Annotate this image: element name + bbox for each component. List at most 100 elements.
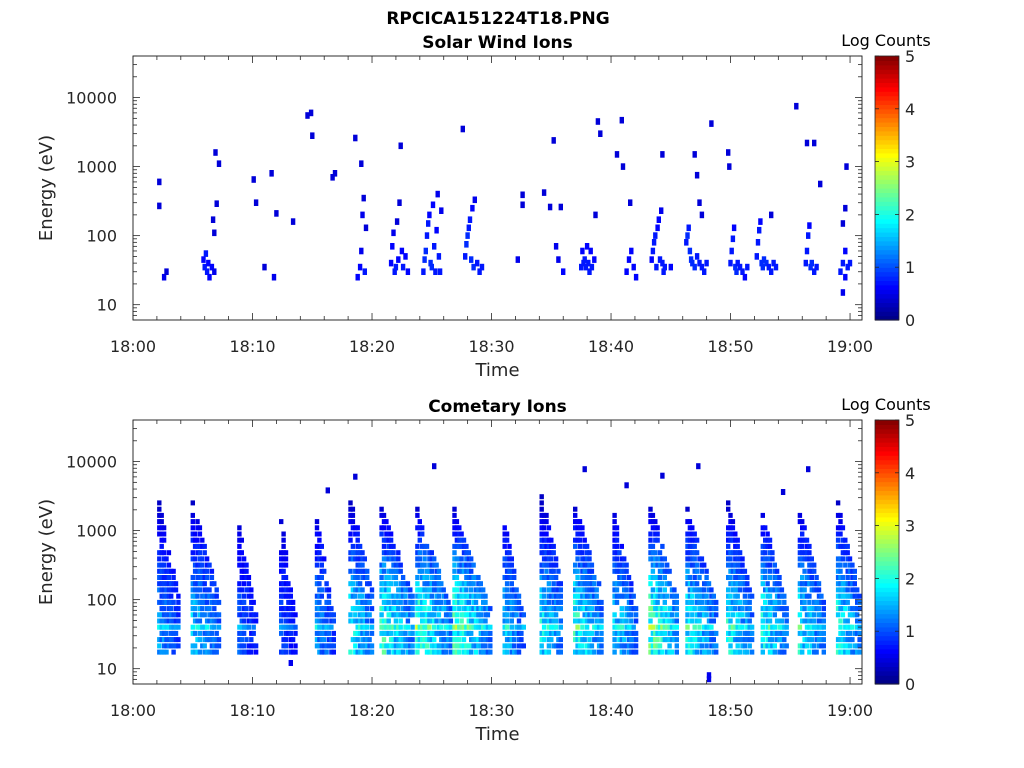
- data-cell: [541, 649, 547, 655]
- data-cell: [782, 649, 787, 655]
- data-cell: [539, 525, 544, 531]
- data-cell: [466, 599, 471, 605]
- data-cell: [200, 543, 205, 549]
- data-cell: [580, 581, 585, 587]
- data-cell: [709, 599, 714, 605]
- data-cell: [767, 562, 773, 568]
- data-cell: [166, 624, 172, 630]
- data-cell: [840, 537, 846, 543]
- data-cell: [816, 630, 822, 636]
- data-cell: [190, 649, 195, 655]
- data-cell: [765, 643, 770, 649]
- data-cell: [650, 512, 656, 518]
- data-cell: [653, 643, 658, 649]
- data-cell: [283, 612, 289, 618]
- ion-burst: [279, 519, 298, 655]
- data-cell: [770, 587, 775, 593]
- data-cell: [685, 531, 690, 537]
- data-cell: [190, 575, 195, 580]
- data-cell: [452, 512, 457, 518]
- data-cell: [166, 612, 172, 618]
- data-cell: [655, 562, 660, 568]
- data-cell: [478, 618, 483, 624]
- data-cell: [281, 624, 286, 630]
- data-cell: [765, 624, 770, 630]
- data-cell: [249, 637, 254, 643]
- data-cell: [544, 537, 549, 543]
- ion-burst: [415, 506, 454, 655]
- data-cell: [855, 593, 860, 599]
- data-cell: [415, 624, 420, 630]
- data-cell: [843, 649, 848, 655]
- data-cell: [617, 624, 622, 630]
- data-cell: [207, 630, 212, 636]
- data-cell: [195, 649, 200, 655]
- data-cell: [164, 593, 169, 599]
- data-cell: [697, 618, 702, 624]
- data-cell: [584, 550, 590, 556]
- colorbar-segment: [875, 262, 899, 268]
- data-cell: [685, 562, 690, 568]
- data-cell: [237, 537, 242, 543]
- data-cell: [760, 525, 765, 531]
- data-cell: [850, 624, 855, 630]
- data-cell: [546, 562, 552, 568]
- data-cell: [629, 618, 634, 624]
- data-cell: [469, 256, 474, 263]
- data-cell: [512, 612, 517, 618]
- data-cell: [650, 643, 656, 649]
- colorbar-segment: [875, 499, 899, 505]
- data-cell: [197, 630, 203, 636]
- data-cell: [760, 649, 765, 655]
- data-cell: [624, 593, 629, 599]
- data-cell: [735, 568, 740, 574]
- data-cell: [737, 630, 743, 636]
- data-cell: [728, 537, 733, 543]
- data-cell: [694, 643, 700, 649]
- colorbar-tick-label: 2: [905, 569, 915, 588]
- data-cell: [424, 618, 430, 624]
- data-cell: [200, 562, 205, 568]
- data-cell: [740, 637, 745, 643]
- data-cell: [687, 247, 693, 255]
- data-cell: [157, 512, 162, 518]
- colorbar-segment: [875, 289, 899, 295]
- data-cell: [249, 643, 254, 649]
- data-cell: [244, 649, 249, 655]
- data-cell: [742, 568, 748, 574]
- data-cell: [674, 649, 679, 655]
- data-cell: [838, 599, 843, 605]
- data-cell: [207, 606, 212, 612]
- data-cell: [577, 643, 583, 649]
- data-cell: [386, 581, 391, 587]
- colorbar-frame: [874, 419, 900, 685]
- data-cell: [802, 587, 807, 593]
- data-cell: [544, 612, 549, 618]
- colorbar-segment: [875, 631, 899, 637]
- data-cell: [624, 624, 629, 630]
- data-cell: [629, 649, 634, 655]
- data-cell: [539, 587, 544, 593]
- data-cell: [362, 649, 367, 655]
- colorbar-segment: [875, 675, 899, 681]
- data-cell: [772, 624, 777, 630]
- colorbar-segment: [875, 152, 899, 158]
- data-cell: [749, 593, 755, 599]
- data-cell: [403, 630, 408, 636]
- data-cell: [674, 624, 679, 630]
- data-cell: [777, 618, 782, 624]
- data-cell: [704, 575, 709, 580]
- data-cell: [391, 562, 396, 568]
- data-cell: [157, 531, 162, 537]
- data-cell: [687, 599, 693, 605]
- data-cell: [331, 649, 336, 655]
- data-cell: [244, 568, 249, 574]
- data-cell: [249, 606, 254, 612]
- data-cell: [745, 263, 750, 271]
- data-cell: [509, 618, 514, 624]
- data-cell: [797, 543, 803, 549]
- data-cell: [161, 587, 167, 593]
- data-cell: [464, 562, 469, 568]
- data-cell: [355, 537, 360, 543]
- data-cell: [353, 643, 358, 649]
